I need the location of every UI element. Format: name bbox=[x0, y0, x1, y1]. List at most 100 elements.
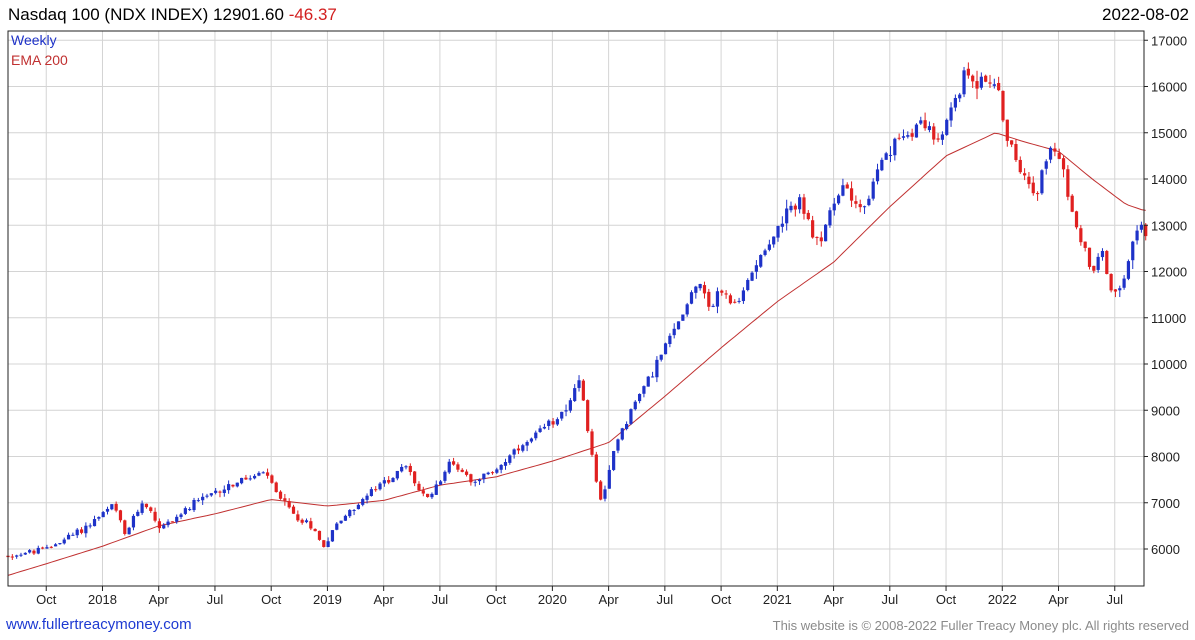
candle-body bbox=[586, 400, 590, 432]
website-link[interactable]: www.fullertreacymoney.com bbox=[6, 616, 192, 633]
candle-body bbox=[637, 393, 642, 402]
candle-body bbox=[646, 376, 650, 387]
candle-body bbox=[1118, 288, 1122, 291]
candle-body bbox=[205, 495, 209, 497]
candle-body bbox=[521, 445, 525, 451]
candle-body bbox=[914, 124, 919, 138]
candle-body bbox=[811, 220, 815, 238]
candle-body bbox=[434, 484, 438, 495]
candle-body bbox=[1044, 161, 1048, 169]
candle-body bbox=[413, 471, 417, 484]
candle-body bbox=[672, 328, 676, 336]
candle-body bbox=[1113, 289, 1118, 292]
candle-body bbox=[949, 107, 953, 121]
candle-body bbox=[45, 547, 49, 549]
candle-body bbox=[880, 159, 884, 171]
candle-body bbox=[114, 503, 118, 511]
candle-body bbox=[157, 521, 162, 529]
candle-body bbox=[140, 503, 144, 513]
candle-body bbox=[733, 301, 737, 303]
candle-body bbox=[962, 70, 966, 95]
y-tick-label: 11000 bbox=[1151, 311, 1186, 326]
candle-body bbox=[1100, 250, 1105, 258]
candle-body bbox=[356, 504, 361, 510]
candle-body bbox=[529, 438, 534, 442]
x-tick-label: Oct bbox=[261, 592, 282, 607]
x-tick-label: 2022 bbox=[988, 592, 1017, 607]
candle-body bbox=[564, 410, 568, 412]
candle-body bbox=[192, 499, 196, 511]
candle-body bbox=[966, 68, 970, 76]
candle-body bbox=[252, 475, 257, 479]
candle-body bbox=[919, 120, 923, 124]
candle-body bbox=[685, 304, 689, 315]
candle-body bbox=[780, 223, 784, 227]
candle-body bbox=[875, 169, 880, 182]
candle-body bbox=[836, 195, 841, 204]
candle-body bbox=[698, 283, 702, 289]
candle-body bbox=[101, 512, 105, 518]
candle-body bbox=[486, 472, 490, 475]
y-tick-label: 17000 bbox=[1151, 33, 1187, 48]
candle-body bbox=[270, 475, 274, 483]
candle-body bbox=[590, 431, 594, 455]
candle-body bbox=[776, 225, 780, 238]
candle-body bbox=[162, 525, 166, 529]
candle-body bbox=[214, 490, 218, 493]
candle-body bbox=[862, 206, 867, 208]
candle-body bbox=[1139, 224, 1144, 230]
candle-body bbox=[477, 479, 482, 482]
ema-line bbox=[7, 132, 1146, 576]
candle-body bbox=[763, 250, 767, 255]
candle-body bbox=[997, 82, 1001, 91]
candle-body bbox=[1005, 119, 1009, 141]
candle-body bbox=[287, 501, 291, 508]
candle-body bbox=[1061, 158, 1066, 170]
candle-body bbox=[15, 555, 19, 557]
candle-body bbox=[806, 212, 810, 220]
candle-body bbox=[149, 507, 153, 511]
candle-body bbox=[694, 286, 698, 293]
candle-body bbox=[71, 534, 75, 536]
chart-date: 2022-08-02 bbox=[1102, 5, 1189, 24]
x-tick-label: 2018 bbox=[88, 592, 117, 607]
candle-body bbox=[1092, 265, 1096, 271]
candle-body bbox=[374, 489, 378, 491]
candle-body bbox=[1074, 211, 1079, 228]
x-tick-label: Oct bbox=[486, 592, 507, 607]
candle-body bbox=[209, 493, 213, 496]
candle-body bbox=[1023, 173, 1027, 176]
x-tick-label: Jul bbox=[1106, 592, 1123, 607]
candle-body bbox=[240, 477, 244, 484]
candle-body bbox=[741, 290, 746, 302]
x-tick-label: Jul bbox=[657, 592, 674, 607]
candle-body bbox=[971, 75, 975, 82]
candle-body bbox=[395, 470, 399, 479]
candle-body bbox=[1057, 152, 1061, 159]
candle-body bbox=[828, 210, 832, 226]
chart-header: Nasdaq 100 (NDX INDEX) 12901.60 -46.37 2… bbox=[0, 0, 1195, 30]
candle-body bbox=[343, 515, 348, 521]
candle-body bbox=[616, 439, 620, 451]
candle-body bbox=[369, 489, 373, 496]
candle-body bbox=[888, 154, 893, 156]
candle-body bbox=[464, 471, 469, 475]
candle-body bbox=[330, 530, 335, 542]
candle-body bbox=[1083, 241, 1087, 248]
candle-body bbox=[560, 411, 564, 419]
candle-body bbox=[32, 550, 36, 554]
price-change: -46.37 bbox=[288, 5, 337, 24]
candle-body bbox=[1131, 241, 1135, 261]
candle-body bbox=[516, 448, 521, 451]
candle-body bbox=[317, 530, 322, 540]
candle-body bbox=[10, 556, 14, 558]
candle-body bbox=[785, 208, 789, 224]
candle-body bbox=[750, 272, 754, 281]
ema-series bbox=[7, 132, 1146, 576]
candle-body bbox=[473, 481, 477, 483]
candle-body bbox=[499, 464, 503, 470]
candle-body bbox=[227, 484, 231, 491]
x-tick-label: Oct bbox=[936, 592, 957, 607]
candle-body bbox=[612, 451, 616, 470]
